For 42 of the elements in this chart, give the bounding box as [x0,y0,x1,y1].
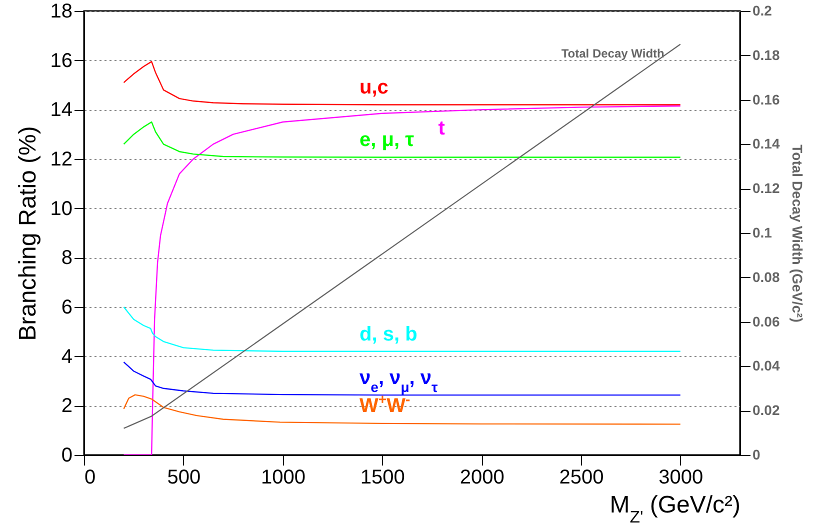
y-tick-label: 18 [50,0,72,22]
y2-axis-title: Total Decay Width (GeV/c²) [790,144,806,322]
x-tick-label: 1500 [360,466,405,488]
series-label: u,c [360,76,388,99]
y2-tick-label: 0.02 [752,402,780,418]
x-tick-label: 2000 [460,466,504,488]
line-series [123,121,681,158]
series-label: t [438,117,446,140]
series-label: Total Decay Width [561,46,664,60]
line-series [123,306,681,352]
y2-tick-label: 0.18 [752,46,780,63]
line-series [123,60,681,106]
y-tick-label: 2 [61,395,72,418]
y2-tick-label: 0.12 [752,180,780,196]
line-series [123,394,681,425]
x-tick-label: 3000 [658,466,704,488]
y-tick-label: 6 [61,296,72,318]
y2-tick-label: 0.14 [752,136,780,152]
y-tick-label: 12 [50,148,72,170]
y2-tick-label: 0.06 [752,313,780,330]
y-tick-label: 14 [50,99,72,122]
series-label: d, s, b [360,323,418,346]
line-series [123,361,681,396]
x-axis-title: M$_{Z'}$ (GeV/c²) [610,492,740,526]
y2-tick-label: 0.04 [752,358,780,374]
x-tick-label: 500 [167,466,201,488]
y-tick-label: 4 [61,346,72,368]
x-tick-label: 2500 [559,466,604,488]
y-axis-title: Branching Ratio (%) [14,126,42,341]
y-tick-label: 10 [50,198,72,220]
y2-tick-label: 0 [752,446,760,462]
y-tick-label: 0 [61,444,72,466]
y2-tick-label: 0.16 [752,91,780,108]
series-label: e, μ, τ [360,129,414,152]
y2-tick-label: 0.08 [752,268,780,285]
x-tick-label: 0 [84,466,96,488]
y2-tick-label: 0.1 [752,224,772,240]
y-tick-label: 16 [50,50,72,72]
line-series [123,105,681,455]
y-tick-label: 8 [61,247,72,270]
y2-tick-label: 0.2 [752,2,772,18]
x-tick-label: 1000 [261,466,306,488]
